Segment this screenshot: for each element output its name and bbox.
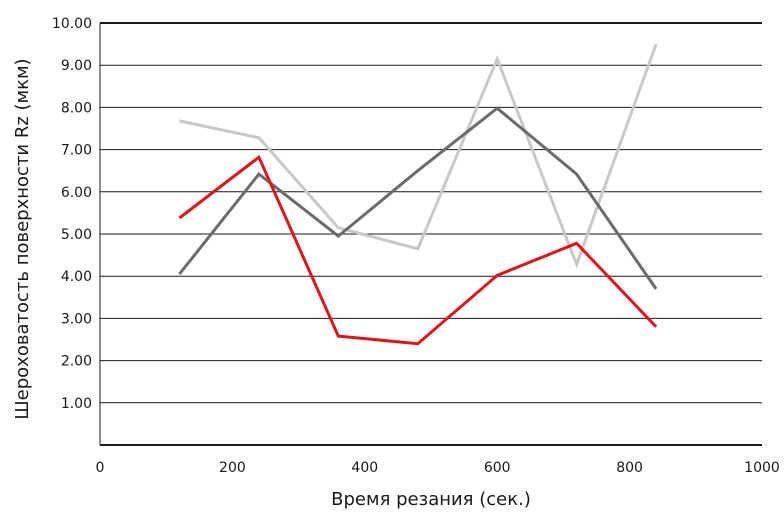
y-axis-title: Шероховатость поверхности Rz (мкм) (12, 58, 33, 419)
grid-lines (100, 22, 762, 404)
tick-labels: 1.00 2.00 3.00 4.00 5.00 6.00 7.00 8.00 9.00 10.0… (52, 16, 780, 476)
y-tick-label: 5.00 (61, 227, 92, 243)
x-tick-label: 400 (351, 460, 378, 476)
x-tick-label: 0 (96, 460, 105, 476)
series-lines (178, 43, 658, 346)
y-tick-label: 9.00 (61, 58, 92, 74)
x-tick-label: 200 (219, 460, 246, 476)
y-tick-label: 1.00 (61, 396, 92, 412)
y-tick-label: 7.00 (61, 143, 92, 159)
y-tick-label: 2.00 (61, 354, 92, 370)
x-tick-label: 1000 (744, 460, 780, 476)
y-tick-label: 8.00 (61, 100, 92, 116)
x-tick-label: 600 (484, 460, 511, 476)
series-line-3 (178, 154, 658, 346)
x-axis-title: Время резания (сек.) (331, 489, 531, 510)
y-tick-label: 10.00 (52, 16, 92, 32)
x-tick-label: 800 (616, 460, 643, 476)
series-line-1 (179, 43, 658, 269)
axes (99, 23, 762, 446)
y-tick-label: 4.00 (61, 269, 92, 285)
series-line-2 (178, 106, 658, 290)
y-tick-label: 6.00 (61, 185, 92, 201)
y-tick-label: 3.00 (61, 311, 92, 327)
